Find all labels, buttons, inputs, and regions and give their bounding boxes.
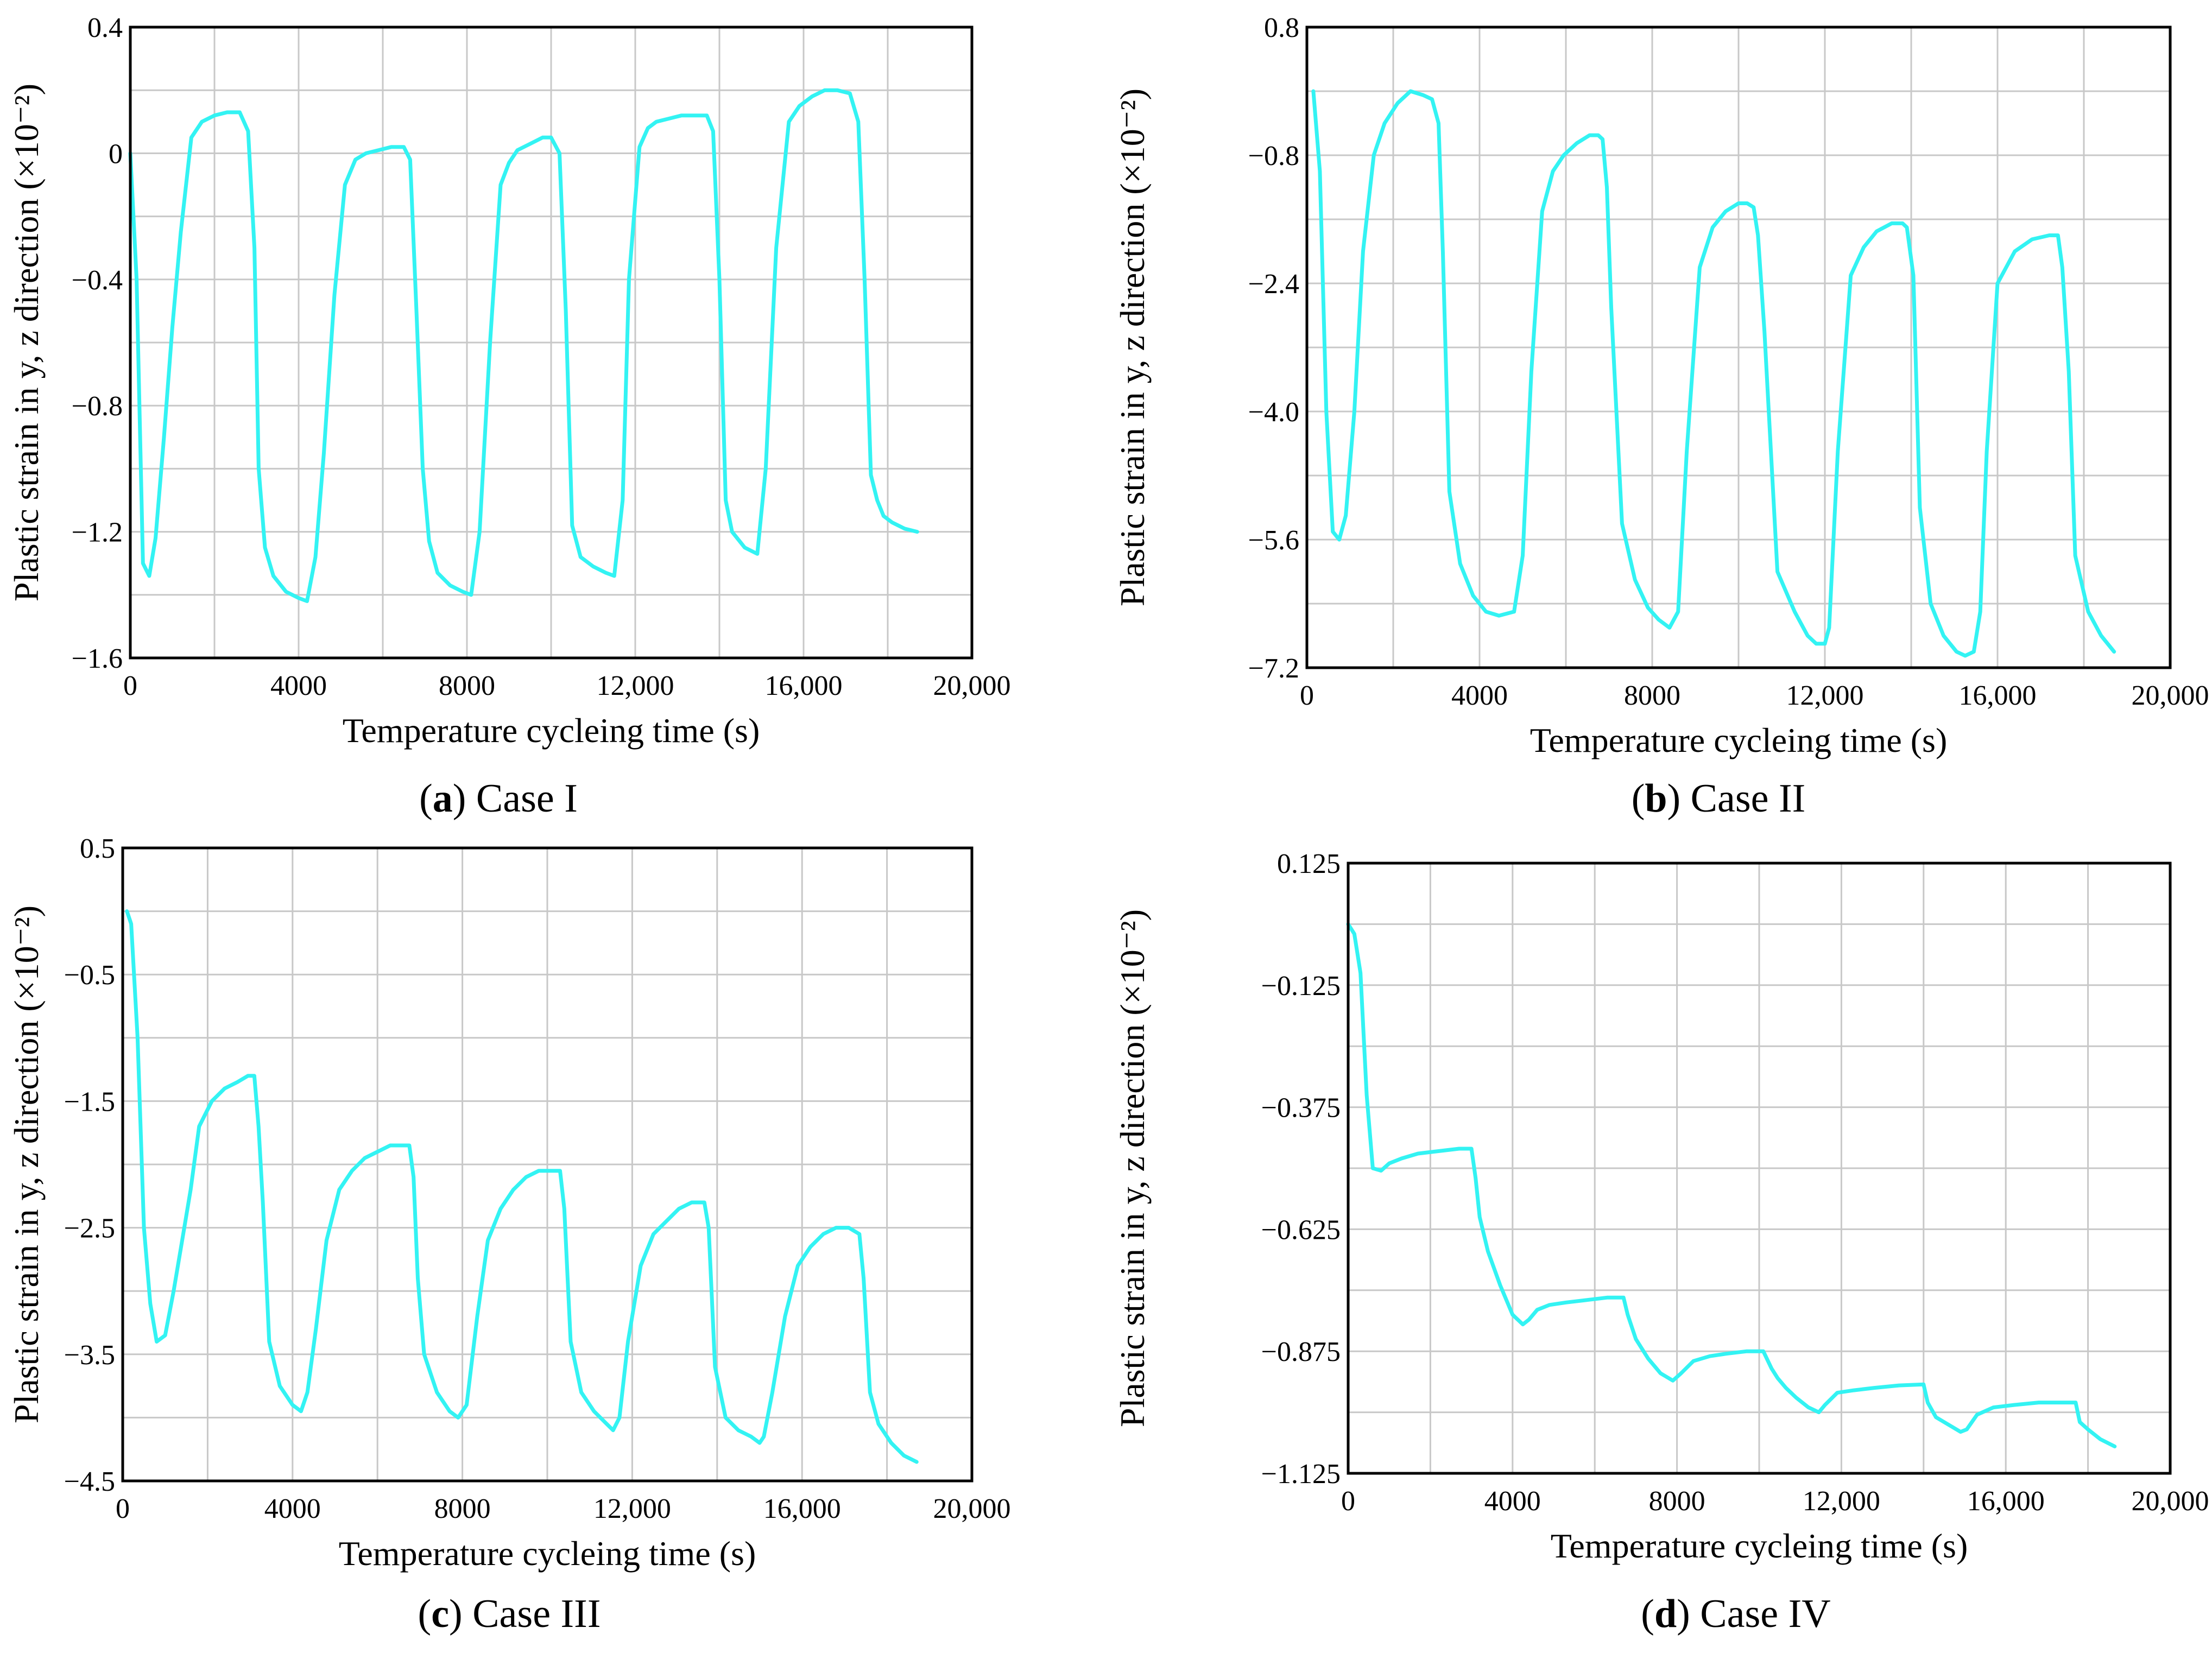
y-tick-label: −1.6 — [72, 643, 123, 674]
chart-b: 0 4000 8000 12,000 16,000 20,000 0.8 −0.8 −2.4 −4… — [1113, 12, 2209, 821]
x-tick-label: 16,000 — [765, 670, 843, 701]
x-tick-label: 8000 — [434, 1493, 491, 1524]
panel-caption: (b) Case II — [1632, 776, 1806, 821]
x-tick-label: 12,000 — [597, 670, 674, 701]
panel-caption: (a) Case I — [419, 776, 578, 821]
x-tick-label: 4000 — [264, 1493, 321, 1524]
caption-letter: d — [1654, 1592, 1677, 1636]
y-tick-label: 0.125 — [1277, 848, 1341, 879]
y-tick-label: −1.2 — [72, 517, 123, 548]
y-tick-label: −0.875 — [1261, 1337, 1341, 1367]
y-tick-label: −3.5 — [64, 1340, 115, 1371]
x-tick-label: 16,000 — [1967, 1486, 2045, 1517]
x-tick-label: 20,000 — [933, 1493, 1011, 1524]
chart-d: 0 4000 8000 12,000 16,000 20,000 0.125 −0.125 −0… — [1113, 848, 2209, 1636]
x-tick-label: 8000 — [1624, 680, 1680, 711]
caption-text: ) Case IV — [1677, 1592, 1831, 1636]
x-tick-label: 20,000 — [2132, 1486, 2209, 1517]
y-tick-label: −5.6 — [1248, 525, 1299, 556]
y-tick-label: −4.0 — [1248, 397, 1299, 428]
x-axis-label: Temperature cycleing time (s) — [339, 1534, 756, 1573]
series-line — [128, 88, 919, 603]
x-tick-label: 12,000 — [1786, 680, 1864, 711]
x-axis-label: Temperature cycleing time (s) — [1551, 1527, 1968, 1565]
chart-panel-a: 0 4000 8000 12,000 16,000 20,000 0.4 0 −0.4 −0.8 −… — [0, 0, 1106, 826]
plot-frame — [129, 26, 974, 660]
y-tick-label: 0.5 — [80, 833, 115, 864]
y-tick-label: −0.8 — [1248, 141, 1299, 172]
y-tick-label: −0.625 — [1261, 1214, 1341, 1245]
chart-c: 0 4000 8000 12,000 16,000 20,000 0.5 −0.5 −1.5 −2… — [7, 833, 1011, 1636]
caption-letter: c — [431, 1592, 449, 1636]
x-tick-label: 4000 — [1451, 680, 1508, 711]
y-tick-label: −0.125 — [1261, 971, 1341, 1002]
x-tick-label: 0 — [1300, 680, 1314, 711]
caption-text: ) Case I — [453, 776, 578, 821]
y-axis-label: Plastic strain in y, z direction (×10⁻²) — [7, 905, 46, 1423]
x-tick-label: 0 — [1341, 1486, 1355, 1517]
series-line — [1311, 89, 2116, 658]
y-tick-label: 0.4 — [87, 12, 123, 43]
y-tick-label: −0.8 — [72, 391, 123, 422]
y-tick-label: −1.125 — [1261, 1459, 1341, 1490]
y-tick-label: −1.5 — [64, 1086, 115, 1117]
x-tick-label: 20,000 — [933, 670, 1011, 701]
y-tick-label: −7.2 — [1248, 653, 1299, 684]
y-tick-label: 0.8 — [1264, 12, 1299, 43]
y-tick-label: 0 — [109, 138, 123, 169]
panel-caption: (d) Case IV — [1641, 1592, 1830, 1636]
x-tick-label: 4000 — [1484, 1486, 1541, 1517]
x-axis-label: Temperature cycleing time (s) — [1530, 721, 1948, 759]
y-axis-label: Plastic strain in y, z direction (×10⁻²) — [1113, 88, 1152, 606]
x-tick-label: 20,000 — [2132, 680, 2209, 711]
x-tick-label: 8000 — [1649, 1486, 1705, 1517]
caption-text: ) Case II — [1667, 776, 1806, 821]
caption-letter: b — [1645, 776, 1667, 821]
y-tick-label: −4.5 — [64, 1466, 115, 1497]
plot-frame — [1305, 26, 2172, 669]
y-axis-label: Plastic strain in y, z direction (×10⁻²) — [1113, 909, 1152, 1427]
caption-text: ) Case III — [449, 1592, 601, 1636]
chart-panel-d: 0 4000 8000 12,000 16,000 20,000 0.125 −0.125 −0… — [1106, 826, 2212, 1652]
x-tick-label: 0 — [116, 1493, 130, 1524]
y-tick-label: −2.5 — [64, 1213, 115, 1244]
x-tick-label: 4000 — [270, 670, 327, 701]
series-line — [125, 909, 919, 1464]
x-tick-label: 8000 — [439, 670, 495, 701]
x-tick-label: 12,000 — [593, 1493, 671, 1524]
plot-frame — [121, 846, 974, 1483]
caption-letter: a — [433, 776, 453, 821]
y-tick-label: −0.375 — [1261, 1093, 1341, 1124]
panel-caption: (c) Case III — [418, 1592, 601, 1636]
y-tick-label: −0.5 — [64, 960, 115, 991]
x-axis-label: Temperature cycleing time (s) — [343, 711, 760, 750]
chart-a: 0 4000 8000 12,000 16,000 20,000 0.4 0 −0.4 −0.8 −… — [7, 12, 1011, 821]
series-line — [1346, 922, 2117, 1448]
chart-panel-b: 0 4000 8000 12,000 16,000 20,000 0.8 −0.8 −2.4 −4… — [1106, 0, 2212, 826]
y-tick-label: −2.4 — [1248, 269, 1299, 300]
y-axis-label: Plastic strain in y, z direction (×10⁻²) — [7, 84, 46, 601]
x-tick-label: 16,000 — [1959, 680, 2037, 711]
x-tick-label: 12,000 — [1803, 1486, 1880, 1517]
plot-frame — [1347, 862, 2172, 1475]
chart-panel-c: 0 4000 8000 12,000 16,000 20,000 0.5 −0.5 −1.5 −2… — [0, 826, 1106, 1652]
x-tick-label: 16,000 — [763, 1493, 841, 1524]
x-tick-label: 0 — [123, 670, 137, 701]
y-tick-label: −0.4 — [72, 265, 123, 296]
